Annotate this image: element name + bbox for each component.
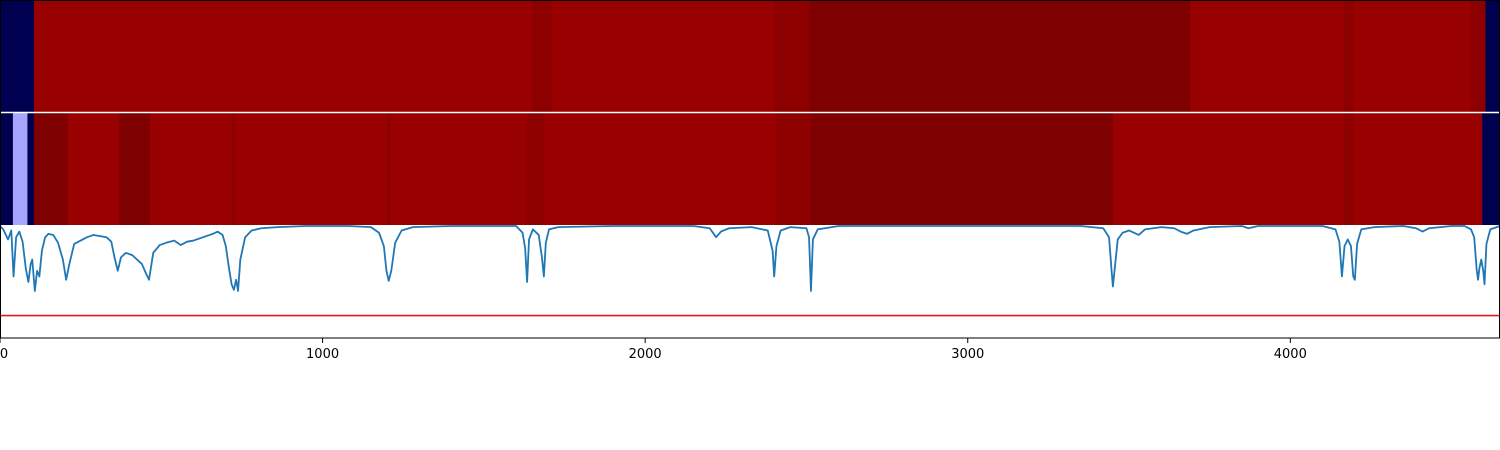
- track1-segment-0: [0, 0, 35, 112]
- track2-segment-10: [390, 113, 528, 225]
- signal-series-line: [0, 225, 1500, 292]
- heatmap-track-2: [0, 113, 1500, 225]
- track1-segment-1: [33, 0, 533, 112]
- track1-segment-5: [809, 0, 1191, 112]
- track2-segment-14: [811, 113, 1114, 225]
- track1-segment-6: [1190, 0, 1344, 112]
- track2-segment-3: [33, 113, 69, 225]
- track2-segment-17: [1353, 113, 1483, 225]
- track1-segment-3: [551, 0, 775, 112]
- heatmap-track-1: [0, 0, 1500, 112]
- line-plot-panel: [0, 225, 1500, 317]
- track2-segment-15: [1112, 113, 1344, 225]
- track2-segment-2: [27, 113, 35, 225]
- track1-segment-4: [774, 0, 811, 112]
- track2-segment-4: [67, 113, 120, 225]
- x-tick-label-3: 3000: [951, 347, 984, 362]
- track2-segment-7: [232, 113, 236, 225]
- track2-segment-8: [235, 113, 388, 225]
- track1-segment-9: [1470, 0, 1486, 112]
- track2-segment-9: [387, 113, 391, 225]
- track2-segment-1: [12, 113, 28, 225]
- track2-segment-13: [775, 113, 812, 225]
- x-tick-label-2: 2000: [629, 347, 662, 362]
- track2-segment-16: [1343, 113, 1354, 225]
- track2-segment-12: [543, 113, 777, 225]
- track1-segment-10: [1485, 0, 1500, 112]
- x-tick-label-1: 1000: [306, 347, 339, 362]
- track1-segment-8: [1353, 0, 1472, 112]
- track2-segment-6: [150, 113, 233, 225]
- x-tick-label-0: 0: [0, 347, 8, 362]
- track2-segment-0: [0, 113, 14, 225]
- x-axis: 0 1000 2000 3000 4000: [0, 338, 1307, 362]
- track1-segment-7: [1343, 0, 1354, 112]
- track2-segment-18: [1482, 113, 1500, 225]
- track1-segment-2: [532, 0, 553, 112]
- track2-segment-11: [527, 113, 544, 225]
- track2-segment-5: [119, 113, 151, 225]
- x-tick-label-4: 4000: [1274, 347, 1307, 362]
